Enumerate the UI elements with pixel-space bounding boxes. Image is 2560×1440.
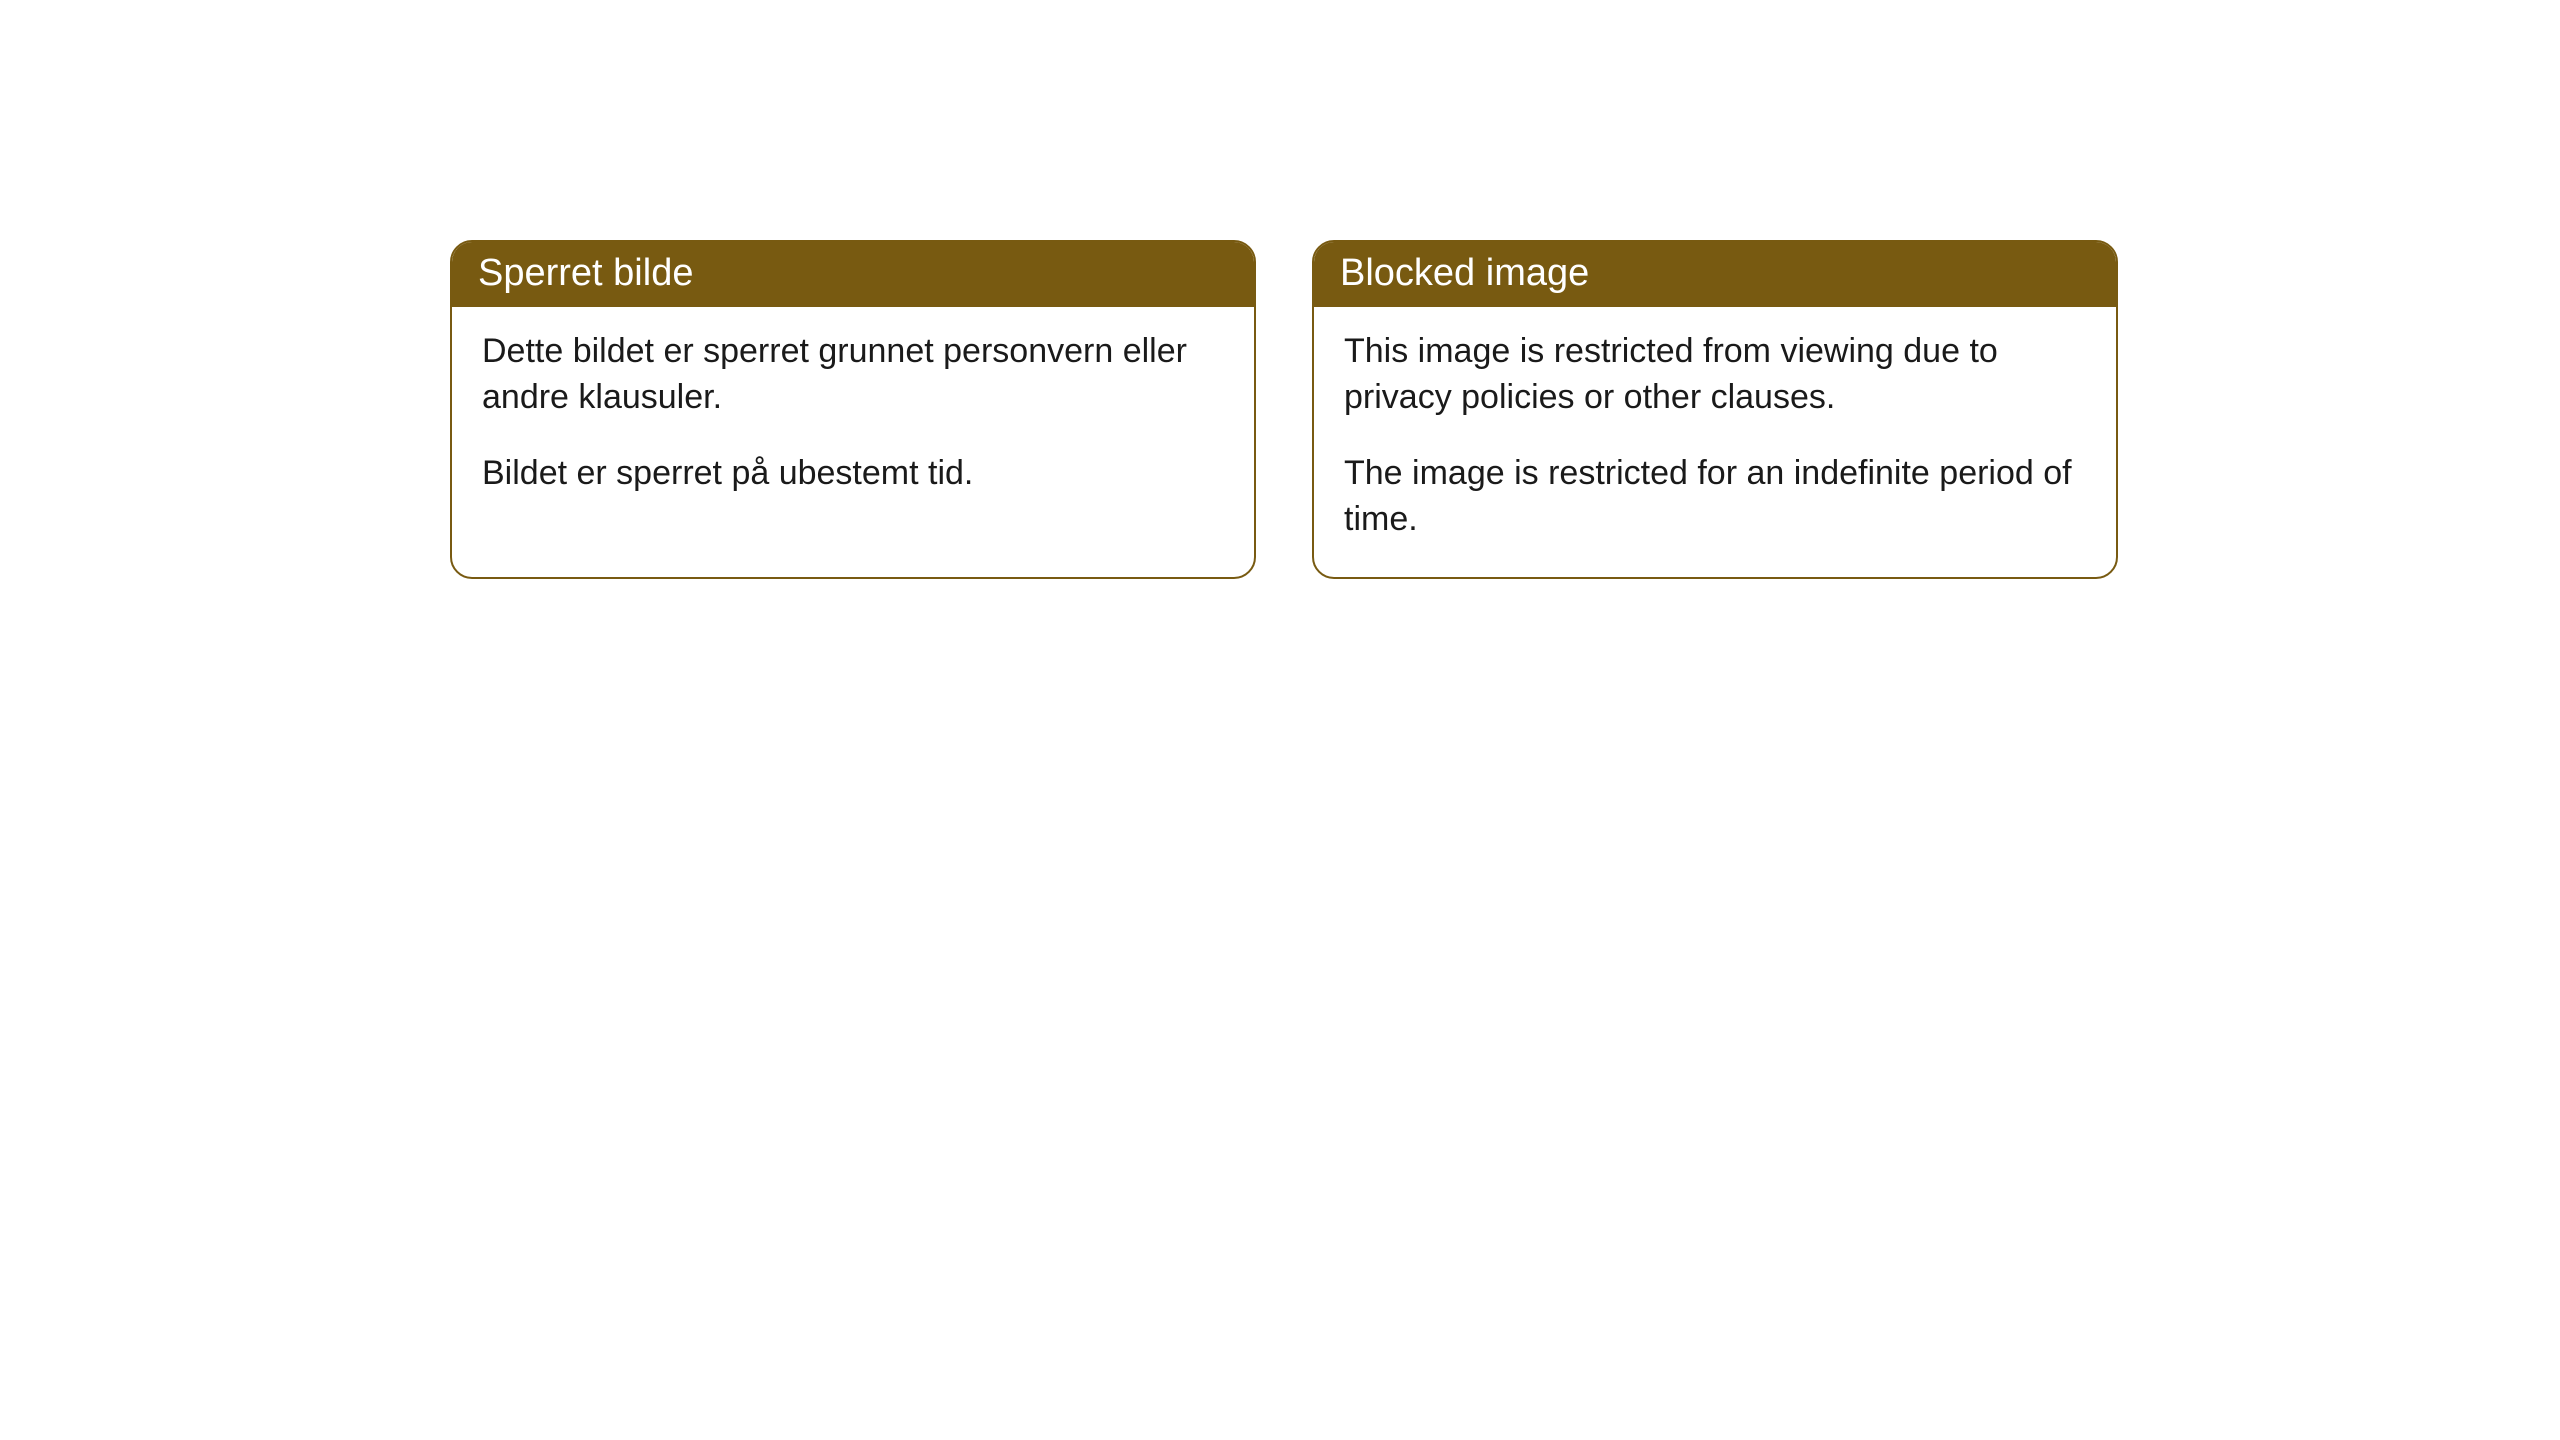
- notice-text-reason: This image is restricted from viewing du…: [1344, 329, 2086, 421]
- notice-card-english: Blocked image This image is restricted f…: [1312, 240, 2118, 579]
- notice-text-duration: The image is restricted for an indefinit…: [1344, 451, 2086, 543]
- notice-body: This image is restricted from viewing du…: [1314, 307, 2116, 577]
- notice-header: Blocked image: [1314, 242, 2116, 307]
- notice-text-reason: Dette bildet er sperret grunnet personve…: [482, 329, 1224, 421]
- notice-container: Sperret bilde Dette bildet er sperret gr…: [450, 240, 2118, 579]
- notice-body: Dette bildet er sperret grunnet personve…: [452, 307, 1254, 531]
- notice-title: Blocked image: [1340, 252, 1589, 294]
- notice-card-norwegian: Sperret bilde Dette bildet er sperret gr…: [450, 240, 1256, 579]
- notice-text-duration: Bildet er sperret på ubestemt tid.: [482, 451, 1224, 497]
- notice-header: Sperret bilde: [452, 242, 1254, 307]
- notice-title: Sperret bilde: [478, 252, 693, 294]
